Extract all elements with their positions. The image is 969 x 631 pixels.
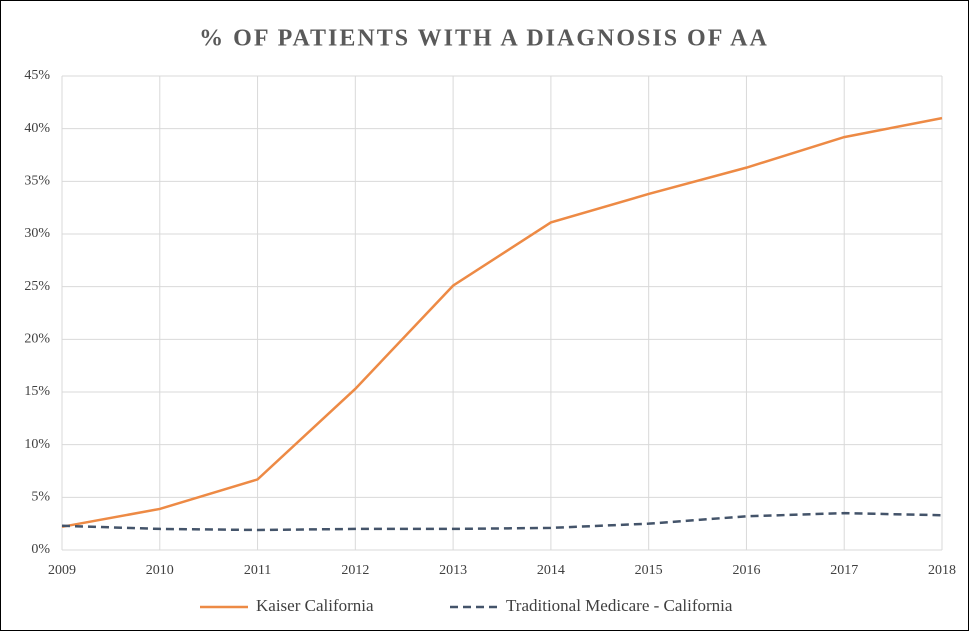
y-tick-label: 20% — [24, 332, 50, 347]
chart-title: % OF PATIENTS WITH A DIAGNOSIS OF AA — [199, 26, 769, 52]
x-tick-label: 2018 — [928, 563, 956, 578]
x-tick-label: 2011 — [244, 563, 271, 578]
legend-label: Traditional Medicare - California — [506, 596, 733, 615]
x-tick-label: 2012 — [341, 563, 369, 578]
y-tick-label: 0% — [31, 542, 50, 557]
x-tick-label: 2009 — [48, 563, 76, 578]
series-line — [61, 511, 943, 532]
y-tick-label: 45% — [24, 68, 50, 83]
x-tick-label: 2015 — [635, 563, 663, 578]
y-tick-label: 10% — [24, 437, 50, 452]
x-tick-label: 2016 — [732, 563, 760, 578]
x-tick-label: 2010 — [146, 563, 174, 578]
x-tick-label: 2017 — [830, 563, 858, 578]
y-tick-label: 5% — [31, 490, 50, 505]
x-tick-label: 2014 — [537, 563, 565, 578]
y-tick-label: 35% — [24, 174, 50, 189]
x-tick-label: 2013 — [439, 563, 467, 578]
legend-label: Kaiser California — [256, 596, 374, 615]
y-tick-label: 15% — [24, 384, 50, 399]
y-tick-label: 30% — [24, 226, 50, 241]
series-line — [61, 116, 943, 529]
y-tick-label: 40% — [24, 121, 50, 136]
y-tick-label: 25% — [24, 279, 50, 294]
